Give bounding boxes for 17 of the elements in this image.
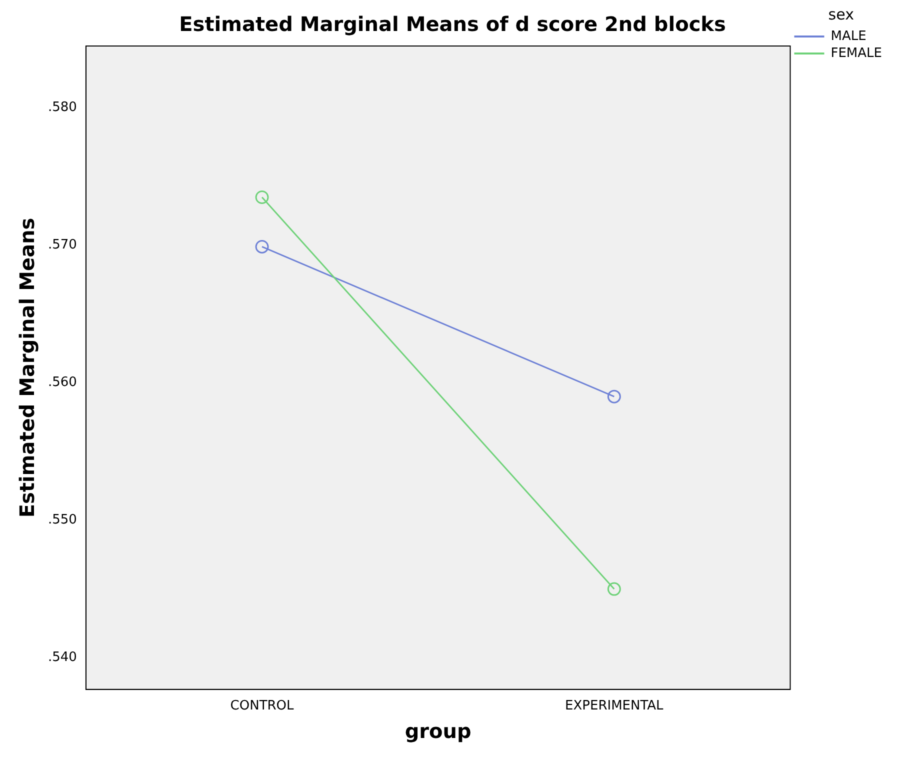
- legend-label: MALE: [830, 28, 866, 44]
- point: [607, 390, 621, 404]
- legend-label: FEMALE: [830, 46, 882, 61]
- y-axis-title: Estimated Marginal Means: [15, 218, 40, 518]
- x-tick-label: EXPERIMENTAL: [565, 698, 664, 714]
- point: [255, 240, 269, 254]
- x-axis-title: group: [404, 719, 472, 744]
- point: [255, 190, 269, 204]
- y-tick-label: .560: [48, 375, 77, 390]
- legend-title: sex: [828, 5, 854, 24]
- chart-title: Estimated Marginal Means of d score 2nd blocks: [179, 12, 726, 36]
- point: [607, 582, 621, 596]
- x-tick-label: CONTROL: [230, 698, 295, 714]
- y-tick-label: .580: [48, 100, 77, 116]
- y-tick-label: .550: [48, 512, 77, 528]
- y-tick-label: .570: [48, 238, 77, 253]
- y-tick-label: .540: [48, 650, 77, 666]
